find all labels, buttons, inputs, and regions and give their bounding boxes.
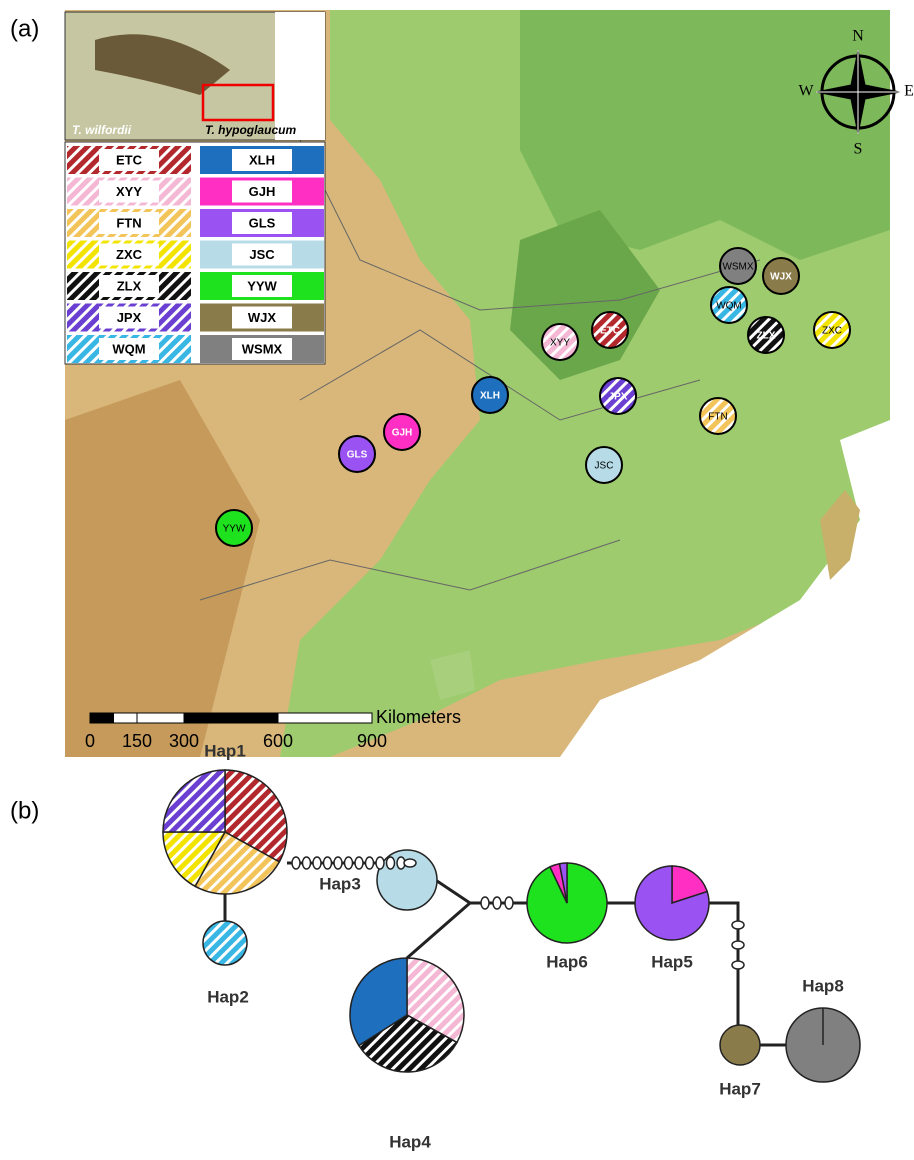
- legend-label: WQM: [112, 341, 145, 356]
- network: [225, 850, 786, 1045]
- haplotype-labels: Hap1 Hap2 Hap3 Hap4 Hap5 Hap6 Hap7 Hap8: [204, 741, 844, 1151]
- scale-segment: [278, 713, 372, 723]
- site-label: WSMX: [722, 262, 753, 273]
- mutation-step: [404, 859, 416, 867]
- site-label: YYW: [223, 524, 246, 535]
- compass-label: N: [852, 28, 864, 45]
- legend-label: XLH: [249, 152, 275, 167]
- legend-label: JPX: [117, 310, 142, 325]
- network-edge: [225, 850, 786, 1045]
- scale-unit: Kilometers: [376, 707, 461, 727]
- legend-label: WJX: [248, 310, 277, 325]
- mutation-step: [324, 857, 332, 869]
- mutation-step: [366, 857, 374, 869]
- inset: T. wilfordii T. hypoglaucum: [65, 12, 325, 140]
- pie-slice: [163, 770, 225, 832]
- legend-label: XYY: [116, 184, 142, 199]
- mutation-step: [334, 857, 342, 869]
- inset-label: T. wilfordii: [72, 123, 132, 137]
- scale-tick-label: 150: [122, 731, 152, 751]
- mutation-step: [505, 897, 513, 909]
- mutation-step: [355, 857, 363, 869]
- legend-label: JSC: [249, 247, 275, 262]
- scale-segment: [137, 713, 184, 723]
- scale-segment: [114, 713, 138, 723]
- haplotypes: [163, 770, 860, 1082]
- legend-label: WSMX: [242, 341, 283, 356]
- compass-label: E: [904, 83, 914, 100]
- scale-tick-label: 0: [85, 731, 95, 751]
- haplotype-label: Hap4: [389, 1132, 431, 1151]
- compass-label: S: [854, 141, 863, 158]
- site-label: ETC: [600, 326, 620, 337]
- site-label: FTN: [708, 412, 727, 423]
- site-label: JSC: [595, 461, 614, 472]
- legend-label: YYW: [247, 278, 277, 293]
- inset-label: T. hypoglaucum: [205, 123, 296, 137]
- mutation-step: [292, 857, 300, 869]
- haplotype-label: Hap1: [204, 741, 246, 760]
- scale-segment: [184, 713, 278, 723]
- site-label: ZXC: [822, 326, 842, 337]
- figure: T. wilfordii T. hypoglaucum ETC XYY FTN ZXC…: [0, 0, 914, 1155]
- panel-label: (b): [10, 797, 39, 824]
- mutation-step: [345, 857, 353, 869]
- site-label: ZLX: [757, 331, 776, 342]
- scale-tick-label: 900: [357, 731, 387, 751]
- site-label: WJX: [770, 272, 792, 283]
- site-label: WQM: [716, 301, 742, 312]
- legend-label: ZXC: [116, 247, 143, 262]
- inset-sea: [275, 12, 325, 140]
- mutation-step: [481, 897, 489, 909]
- page: {"panels":["(a)","(b)"], "inset":{"label…: [0, 0, 914, 1155]
- mutation-step: [732, 961, 744, 969]
- site-label: XLH: [480, 391, 500, 402]
- site-label: XYY: [550, 338, 570, 349]
- panel-label: (a): [10, 15, 39, 42]
- site-label: GJH: [392, 428, 413, 439]
- legend-label: GLS: [249, 215, 276, 230]
- mutation-step: [732, 921, 744, 929]
- haplotype-label: Hap2: [207, 987, 249, 1006]
- compass-label: W: [798, 83, 814, 100]
- mutation-step: [376, 857, 384, 869]
- scale-tick-label: 300: [169, 731, 199, 751]
- haplotype-label: Hap3: [319, 874, 361, 893]
- haplotype-label: Hap6: [546, 952, 588, 971]
- mutation-step: [313, 857, 321, 869]
- scale-tick-label: 600: [263, 731, 293, 751]
- haplotype-label: Hap7: [719, 1079, 761, 1098]
- legend-label: ETC: [116, 152, 143, 167]
- legend-label: FTN: [116, 215, 141, 230]
- mutation-step: [387, 857, 395, 869]
- pie-slice: [720, 1025, 760, 1065]
- haplotype-label: Hap8: [802, 976, 844, 995]
- mutation-step: [303, 857, 311, 869]
- legend-label: ZLX: [117, 278, 142, 293]
- site-label: JPX: [609, 392, 628, 403]
- site-label: GLS: [347, 450, 368, 461]
- mutation-step: [493, 897, 501, 909]
- mutation-step: [732, 941, 744, 949]
- pie-slice: [203, 921, 247, 965]
- legend-label: GJH: [249, 184, 276, 199]
- haplotype-label: Hap5: [651, 952, 693, 971]
